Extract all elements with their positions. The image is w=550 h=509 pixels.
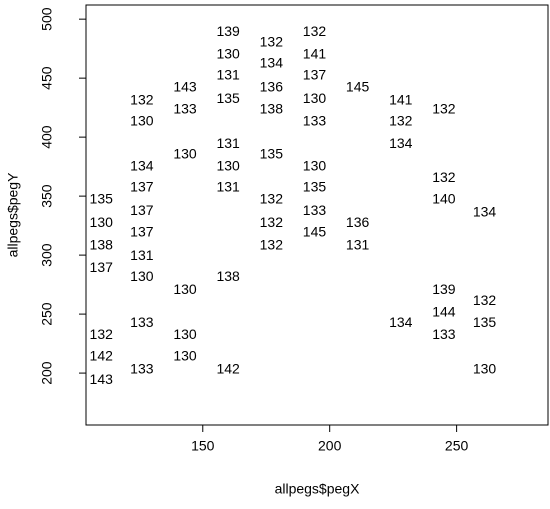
point-label: 130 (303, 90, 327, 106)
y-tick-label: 400 (39, 125, 55, 149)
point-label: 132 (303, 23, 327, 39)
x-tick-label: 200 (318, 438, 342, 454)
point-label: 139 (216, 23, 240, 39)
point-label: 144 (432, 304, 456, 320)
point-label: 134 (473, 203, 497, 219)
point-label: 132 (130, 91, 154, 107)
point-label: 131 (216, 135, 240, 151)
point-label: 130 (216, 45, 240, 61)
y-tick-label: 300 (39, 243, 55, 267)
point-label: 135 (473, 314, 497, 330)
plot-box (85, 4, 549, 426)
point-label: 145 (346, 78, 370, 94)
point-label: 133 (303, 113, 327, 129)
y-tick-label: 200 (39, 361, 55, 385)
point-label: 133 (130, 360, 154, 376)
point-label: 132 (260, 33, 284, 49)
point-label: 138 (90, 236, 114, 252)
point-label: 137 (90, 259, 114, 275)
point-label: 132 (260, 214, 284, 230)
x-axis-label: allpegs$pegX (275, 481, 361, 497)
point-label: 130 (173, 146, 197, 162)
point-label: 130 (216, 157, 240, 173)
point-label: 135 (216, 90, 240, 106)
y-axis-label: allpegs$pegY (5, 172, 21, 258)
point-label: 136 (346, 214, 370, 230)
point-label: 132 (432, 101, 456, 117)
point-label: 138 (260, 101, 284, 117)
point-label: 133 (432, 326, 456, 342)
y-tick-label: 500 (39, 7, 55, 31)
point-label: 137 (303, 66, 327, 82)
point-label: 131 (346, 236, 370, 252)
point-label: 141 (389, 91, 413, 107)
point-label: 131 (216, 179, 240, 195)
y-tick-label: 350 (39, 184, 55, 208)
point-label: 143 (90, 371, 114, 387)
point-label: 139 (432, 281, 456, 297)
x-tick-label: 250 (445, 438, 469, 454)
point-label: 131 (216, 66, 240, 82)
point-label: 132 (389, 113, 413, 129)
x-tick-label: 150 (191, 438, 215, 454)
y-tick-label: 250 (39, 302, 55, 326)
point-label: 134 (389, 135, 413, 151)
point-label: 136 (260, 78, 284, 94)
point-label: 130 (173, 326, 197, 342)
point-label: 130 (173, 281, 197, 297)
point-label: 143 (173, 78, 197, 94)
point-label: 134 (260, 55, 284, 71)
point-label: 142 (216, 360, 240, 376)
point-label: 130 (130, 113, 154, 129)
point-label: 134 (389, 314, 413, 330)
point-label: 132 (260, 190, 284, 206)
point-label: 142 (90, 347, 114, 363)
point-label: 130 (473, 360, 497, 376)
point-label: 135 (90, 190, 114, 206)
point-label: 133 (303, 202, 327, 218)
point-label: 132 (260, 236, 284, 252)
point-label: 130 (130, 268, 154, 284)
point-label: 145 (303, 223, 327, 239)
point-label: 135 (260, 146, 284, 162)
point-label: 137 (130, 202, 154, 218)
point-label: 131 (130, 247, 154, 263)
point-label: 133 (130, 314, 154, 330)
point-label: 132 (90, 326, 114, 342)
point-label: 132 (432, 169, 456, 185)
y-tick-label: 450 (39, 66, 55, 90)
point-label: 140 (432, 190, 456, 206)
point-label: 137 (130, 223, 154, 239)
point-label: 138 (216, 268, 240, 284)
point-label: 141 (303, 45, 327, 61)
point-label: 133 (173, 101, 197, 117)
point-label: 130 (173, 347, 197, 363)
point-label: 132 (473, 292, 497, 308)
point-label: 130 (90, 214, 114, 230)
point-label: 135 (303, 179, 327, 195)
point-label: 137 (130, 179, 154, 195)
point-label: 130 (303, 157, 327, 173)
point-label: 134 (130, 157, 154, 173)
